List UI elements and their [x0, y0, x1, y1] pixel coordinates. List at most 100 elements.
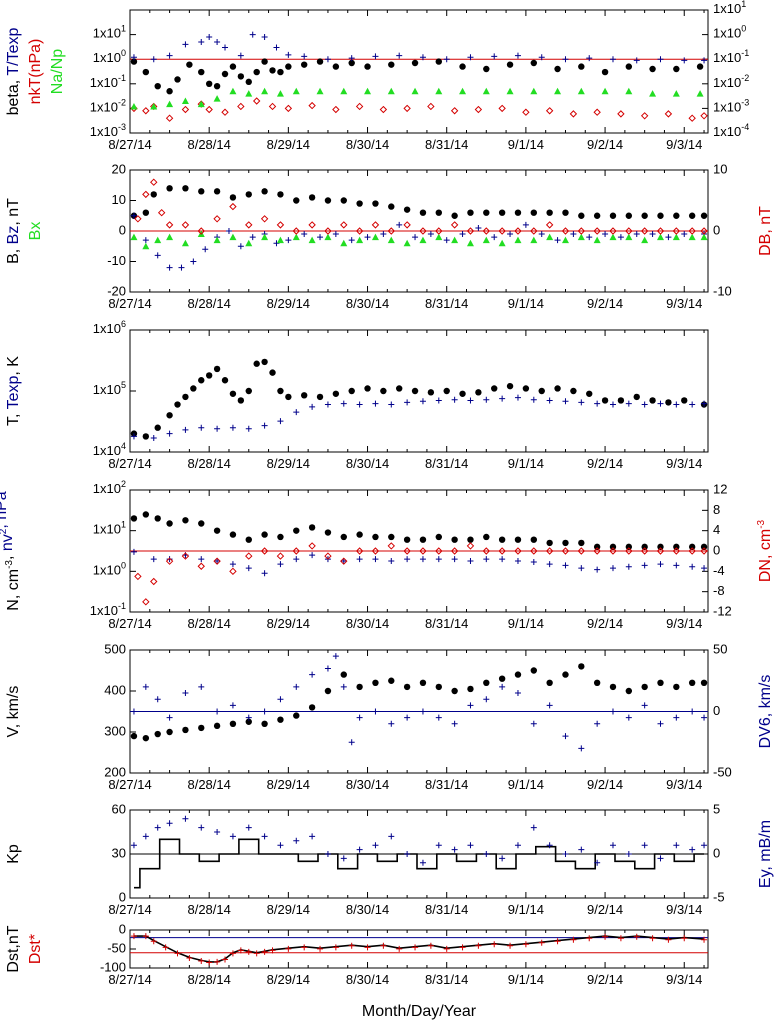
x-tick-label: 9/1/14 — [508, 296, 544, 311]
data-point — [130, 54, 137, 61]
data-point — [261, 188, 268, 195]
y-axis-label-2: nkT(nPa) — [27, 39, 44, 105]
data-point — [467, 702, 474, 709]
series-kp — [134, 838, 704, 889]
data-point — [142, 209, 150, 216]
data-point — [625, 563, 632, 570]
data-point — [656, 547, 665, 555]
data-point — [530, 59, 538, 67]
data-point — [387, 227, 395, 235]
y-tick-label-right: -5 — [713, 889, 725, 904]
data-point — [324, 197, 332, 204]
data-point — [293, 527, 300, 534]
data-point — [356, 401, 363, 408]
data-point — [633, 393, 640, 401]
y-tick-label: 1x10-1 — [90, 601, 126, 618]
series-dst- — [130, 933, 708, 966]
data-point — [355, 547, 364, 555]
data-point — [165, 557, 174, 565]
data-point — [689, 846, 696, 853]
data-point — [166, 233, 174, 241]
data-point — [396, 385, 403, 392]
data-point — [364, 385, 371, 392]
data-point — [483, 679, 490, 686]
data-point — [261, 720, 268, 727]
data-point — [530, 536, 538, 543]
y-tick-label: -50 — [107, 940, 126, 955]
data-point — [134, 215, 142, 223]
data-point — [277, 842, 284, 849]
data-point — [673, 714, 680, 721]
data-point — [538, 387, 545, 395]
data-point — [578, 539, 585, 547]
data-point — [451, 846, 458, 853]
data-point — [229, 194, 237, 201]
data-point — [387, 87, 395, 95]
data-point — [498, 239, 506, 247]
data-point — [701, 565, 708, 572]
data-point — [601, 68, 609, 76]
data-point — [308, 542, 316, 550]
data-point — [150, 938, 157, 945]
y-tick-label: -100 — [100, 959, 126, 974]
data-point — [205, 105, 213, 114]
data-point — [142, 734, 150, 742]
data-point — [403, 104, 411, 113]
data-point — [388, 401, 395, 408]
data-point — [657, 720, 664, 727]
data-point — [617, 110, 625, 118]
data-point — [332, 944, 339, 951]
data-point — [403, 239, 411, 247]
data-point — [174, 76, 181, 83]
data-point — [673, 562, 680, 569]
data-point — [198, 724, 205, 732]
data-point — [269, 67, 276, 74]
data-point — [649, 65, 656, 73]
data-point — [467, 209, 474, 216]
data-point — [142, 833, 149, 840]
data-point — [364, 63, 371, 70]
data-point — [166, 556, 173, 563]
y-tick-label-right: 1x10-3 — [713, 98, 749, 115]
x-tick-label: 9/1/14 — [508, 456, 544, 471]
y-tick-label-right: 8 — [713, 502, 720, 517]
data-point — [166, 52, 173, 59]
data-point — [594, 720, 601, 727]
data-point — [530, 236, 538, 244]
data-point — [522, 385, 530, 392]
data-point — [276, 236, 284, 244]
data-point — [285, 51, 292, 58]
x-tick-label: 9/1/14 — [508, 902, 544, 917]
data-point — [356, 556, 363, 563]
data-point — [577, 547, 586, 555]
data-point — [142, 107, 150, 115]
data-point — [419, 236, 427, 244]
data-point — [261, 570, 268, 577]
data-point — [482, 547, 491, 555]
data-point — [641, 562, 648, 569]
data-point — [593, 108, 601, 116]
data-point — [482, 236, 490, 244]
data-point — [609, 565, 616, 572]
data-point — [186, 954, 193, 961]
data-point — [701, 842, 708, 849]
data-point — [261, 233, 269, 241]
data-point — [130, 842, 137, 849]
data-point — [657, 400, 664, 407]
x-tick-label: 9/2/14 — [587, 902, 623, 917]
series-dst — [134, 935, 705, 963]
data-point — [435, 842, 442, 849]
data-point — [522, 108, 530, 116]
data-point — [300, 61, 308, 68]
data-point — [222, 956, 229, 963]
data-point — [324, 401, 331, 408]
y-tick-label: 30 — [112, 845, 126, 860]
data-point — [538, 54, 545, 61]
data-point — [154, 82, 161, 90]
data-point — [301, 53, 308, 60]
data-point — [435, 556, 442, 563]
data-point — [403, 536, 411, 543]
data-point — [372, 533, 379, 541]
data-point — [273, 240, 280, 247]
data-point — [130, 102, 138, 110]
